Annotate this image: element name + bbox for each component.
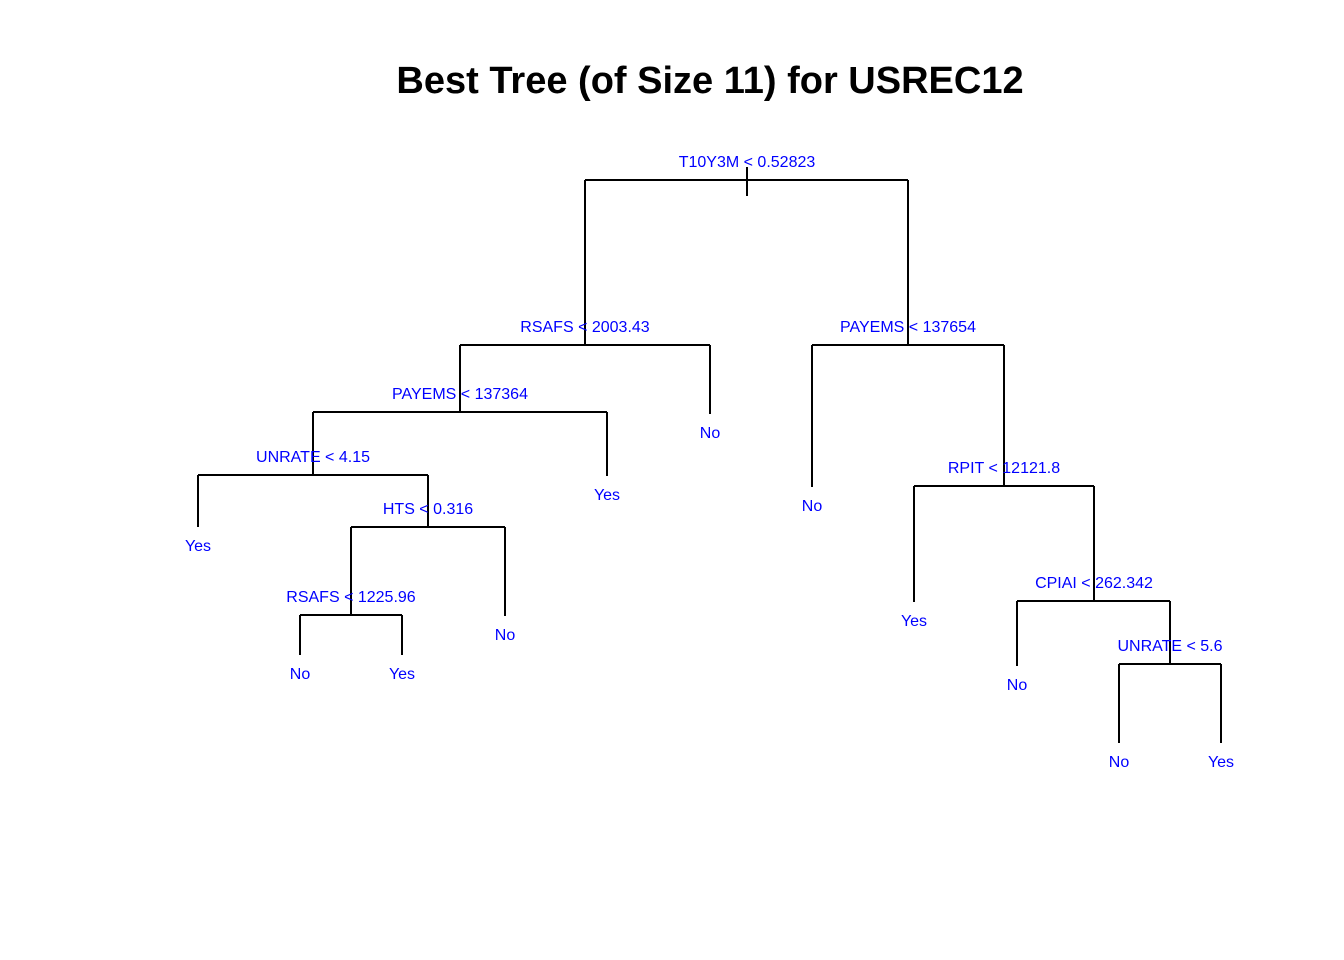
leaf-label-lllrlr: Yes [389,666,415,683]
split-label-cpiai-262-342: CPIAI < 262.342 [1035,575,1153,592]
split-label-unrate-5-6: UNRATE < 5.6 [1117,638,1222,655]
split-label-rsafs-1225-96: RSAFS < 1225.96 [286,589,416,606]
tree-layer: T10Y3M < 0.52823 RSAFS < 2003.43 PAYEMS < … [185,154,1234,771]
split-label-rpit-12121-8: RPIT < 12121.8 [948,460,1060,477]
leaf-label-rrrrl: No [1109,754,1130,771]
leaf-label-lr: No [700,425,721,442]
split-label-unrate-4-15: UNRATE < 4.15 [256,449,370,466]
leaf-label-llr: Yes [594,487,620,504]
split-label-rsafs-2003-43: RSAFS < 2003.43 [520,319,650,336]
diagram-title: Best Tree (of Size 11) for USREC12 [396,60,1023,102]
leaf-label-rrrl: No [1007,677,1028,694]
split-label-payems-137364: PAYEMS < 137364 [392,386,528,403]
split-label-hts-0-316: HTS < 0.316 [383,501,473,518]
split-label-payems-137654: PAYEMS < 137654 [840,319,976,336]
leaf-label-llll: Yes [185,538,211,555]
leaf-label-rrrrr: Yes [1208,754,1234,771]
leaf-label-lllrr: No [495,627,516,644]
leaf-label-rl: No [802,498,823,515]
split-label-t10y3m-0-52823: T10Y3M < 0.52823 [679,154,816,171]
leaf-label-lllrll: No [290,666,311,683]
leaf-label-rrl: Yes [901,613,927,630]
